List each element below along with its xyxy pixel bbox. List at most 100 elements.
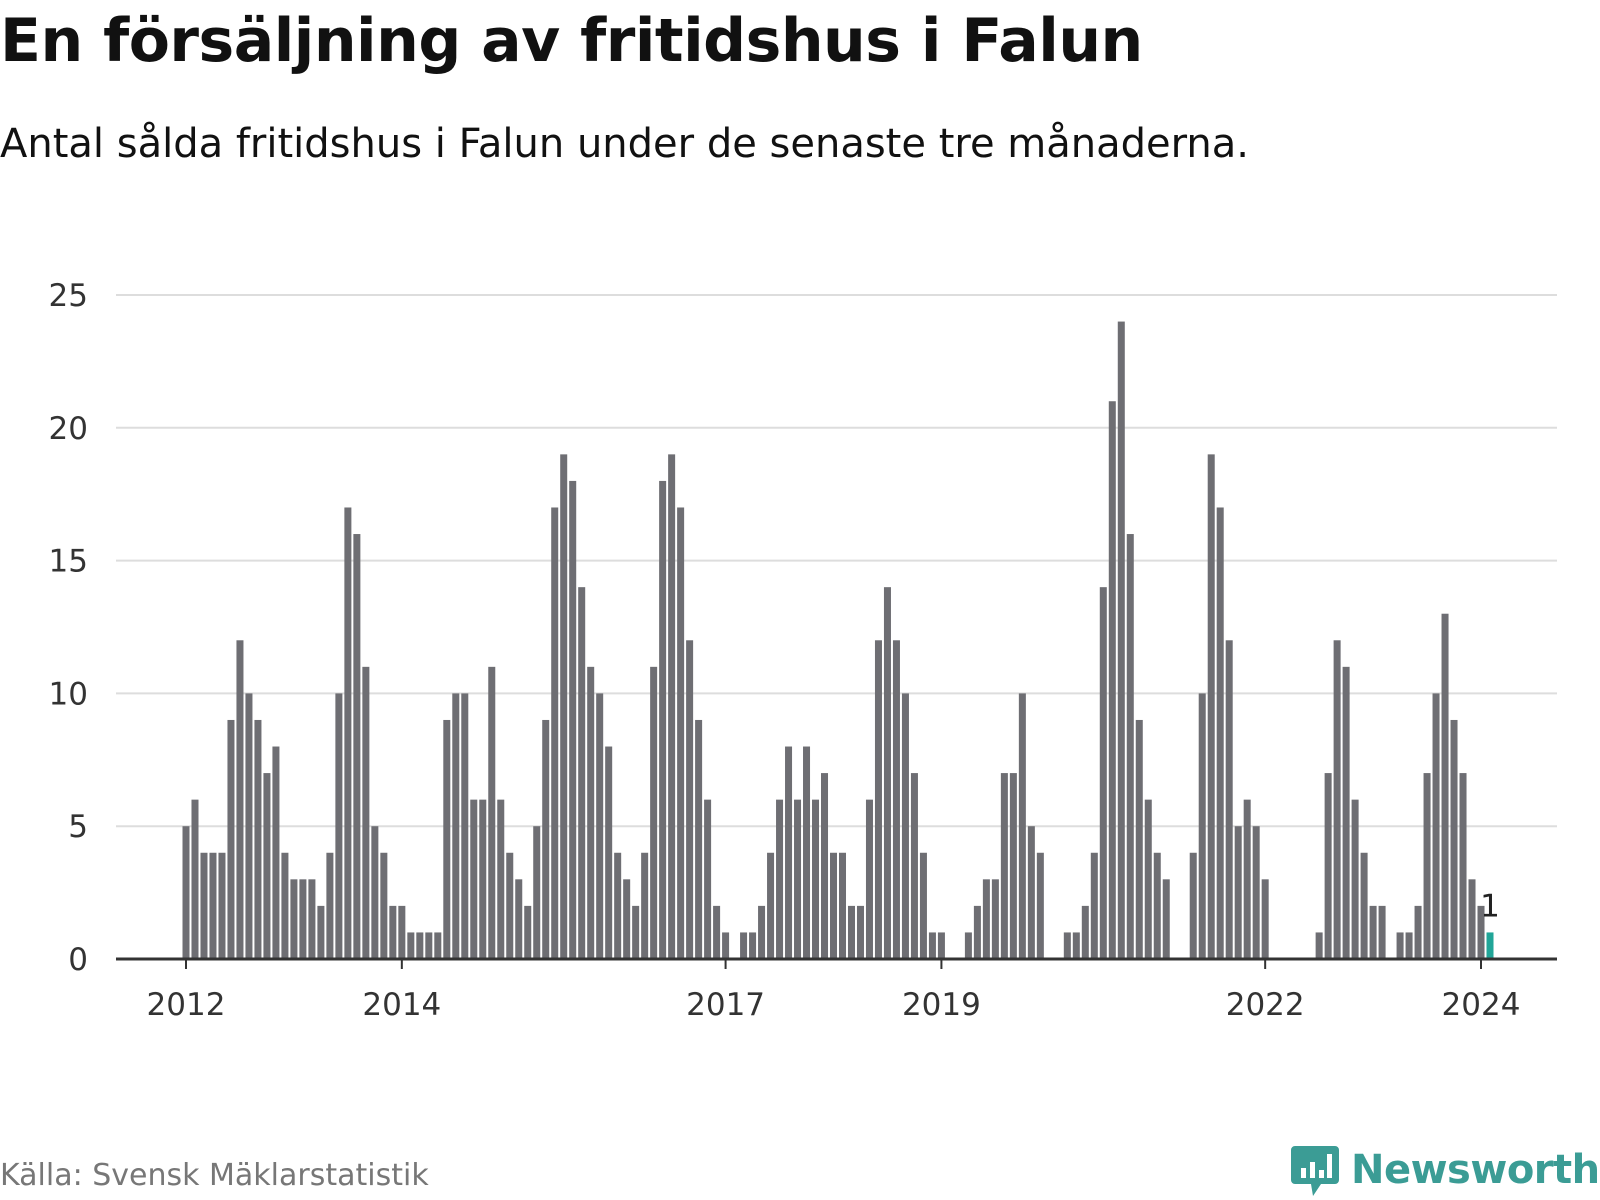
bar bbox=[964, 932, 972, 959]
bar bbox=[1369, 905, 1377, 959]
x-tick-label: 2024 bbox=[1442, 987, 1521, 1023]
y-tick-label: 10 bbox=[49, 676, 88, 712]
bar bbox=[344, 507, 352, 959]
bar bbox=[1153, 852, 1161, 959]
bar bbox=[1126, 534, 1134, 959]
bar bbox=[874, 640, 882, 959]
bar bbox=[973, 905, 981, 959]
bar bbox=[299, 879, 307, 959]
bar bbox=[982, 879, 990, 959]
bar bbox=[371, 826, 379, 959]
bar bbox=[722, 932, 730, 959]
bar bbox=[695, 719, 703, 959]
bar bbox=[1351, 799, 1359, 959]
bar bbox=[506, 852, 514, 959]
bar bbox=[829, 852, 838, 959]
bar bbox=[578, 587, 586, 959]
bar bbox=[1018, 693, 1026, 959]
bar bbox=[713, 905, 721, 959]
bar bbox=[623, 879, 631, 959]
bar bbox=[353, 534, 361, 959]
bar bbox=[443, 719, 451, 959]
bar bbox=[865, 799, 873, 959]
chart-title: En försäljning av fritidshus i Falun bbox=[0, 6, 1143, 76]
bar bbox=[308, 879, 316, 959]
source-note: Källa: Svensk Mäklarstatistik bbox=[0, 1158, 429, 1193]
bar bbox=[335, 693, 343, 959]
y-tick-label: 25 bbox=[49, 278, 88, 314]
bar bbox=[749, 932, 757, 959]
bar bbox=[838, 852, 847, 959]
x-axis bbox=[116, 957, 1557, 969]
bar bbox=[416, 932, 424, 959]
bar bbox=[587, 666, 595, 959]
bar bbox=[452, 693, 460, 959]
bar bbox=[1360, 852, 1368, 959]
bar bbox=[1252, 826, 1260, 959]
bar bbox=[425, 932, 433, 959]
brand-name: Newsworthy bbox=[1351, 1147, 1600, 1193]
bar bbox=[1162, 879, 1170, 959]
y-tick-label: 20 bbox=[49, 411, 88, 447]
bar bbox=[928, 932, 936, 959]
bar bbox=[1432, 693, 1440, 959]
bar bbox=[407, 932, 415, 959]
bar bbox=[1450, 719, 1458, 959]
bar bbox=[551, 507, 559, 959]
bar bbox=[883, 587, 891, 959]
x-tick-label: 2019 bbox=[902, 987, 981, 1023]
bar bbox=[272, 746, 280, 959]
bar bbox=[479, 799, 487, 959]
bar bbox=[1135, 719, 1143, 959]
bar bbox=[847, 905, 855, 959]
bar bbox=[803, 746, 811, 959]
bar bbox=[281, 852, 289, 959]
bar bbox=[856, 905, 864, 959]
bar bbox=[380, 852, 388, 959]
x-tick-label: 2022 bbox=[1226, 987, 1305, 1023]
bar bbox=[569, 480, 577, 959]
bar bbox=[659, 480, 667, 959]
bar bbox=[1072, 932, 1080, 959]
brand-logo: Newsworthy bbox=[1291, 1140, 1600, 1200]
bar bbox=[560, 454, 568, 959]
bar bbox=[542, 719, 550, 959]
bar bbox=[1396, 932, 1404, 959]
bar bbox=[991, 879, 999, 959]
bar bbox=[1144, 799, 1152, 959]
bar bbox=[1243, 799, 1251, 959]
bar bbox=[524, 905, 532, 959]
bars bbox=[182, 321, 1494, 959]
bar bbox=[1099, 587, 1107, 959]
y-tick-label: 5 bbox=[68, 809, 88, 845]
bar bbox=[497, 799, 505, 959]
bar bbox=[668, 454, 676, 959]
bar bbox=[1117, 321, 1125, 959]
bar bbox=[767, 852, 775, 959]
bar bbox=[1027, 826, 1035, 959]
bar bbox=[1198, 693, 1206, 959]
bar bbox=[704, 799, 712, 959]
bar bbox=[821, 773, 829, 959]
bar bbox=[470, 799, 478, 959]
x-tick-label: 2012 bbox=[147, 987, 226, 1023]
highlighted-bar bbox=[1486, 932, 1494, 959]
bar bbox=[1225, 640, 1233, 959]
bar bbox=[901, 693, 909, 959]
bar bbox=[461, 693, 469, 959]
bar bbox=[1090, 852, 1098, 959]
bar bbox=[1423, 773, 1431, 959]
bar bbox=[1036, 852, 1044, 959]
bar bbox=[740, 932, 748, 959]
bar bbox=[677, 507, 685, 959]
x-axis-tick-labels: 2012 2014 2017 2019 2022 2024 bbox=[147, 987, 1521, 1023]
bar bbox=[488, 666, 496, 959]
bar bbox=[758, 905, 766, 959]
bar bbox=[1000, 773, 1008, 959]
bar bbox=[1441, 613, 1449, 959]
bar bbox=[362, 666, 370, 959]
gridlines bbox=[116, 294, 1557, 828]
bar bbox=[434, 932, 442, 959]
bar bbox=[614, 852, 622, 959]
